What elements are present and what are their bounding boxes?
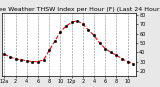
Title: Milwaukee Weather THSW Index per Hour (F) (Last 24 Hours): Milwaukee Weather THSW Index per Hour (F… xyxy=(0,7,160,12)
